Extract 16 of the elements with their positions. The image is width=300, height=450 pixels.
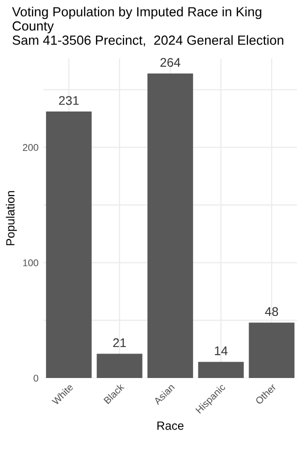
bar — [46, 112, 92, 378]
data-label: 264 — [160, 58, 180, 67]
y-tick-label: 0 — [34, 374, 38, 382]
bar — [198, 362, 244, 378]
y-axis-title: Population — [6, 191, 17, 246]
x-axis-title: Race — [157, 422, 184, 430]
data-label: 14 — [214, 346, 228, 356]
chart-title: Voting Population by Imputed Race in King County Sam 41-3506 Precinct, 2024 General Election — [12, 6, 284, 46]
data-label: 48 — [264, 307, 278, 316]
data-label: 21 — [113, 338, 126, 348]
bar — [96, 354, 142, 378]
y-tick-label: 100 — [23, 259, 38, 266]
data-label: 231 — [59, 96, 79, 105]
bar — [248, 322, 294, 378]
y-tick-label: 200 — [22, 144, 38, 151]
bar — [147, 73, 194, 378]
